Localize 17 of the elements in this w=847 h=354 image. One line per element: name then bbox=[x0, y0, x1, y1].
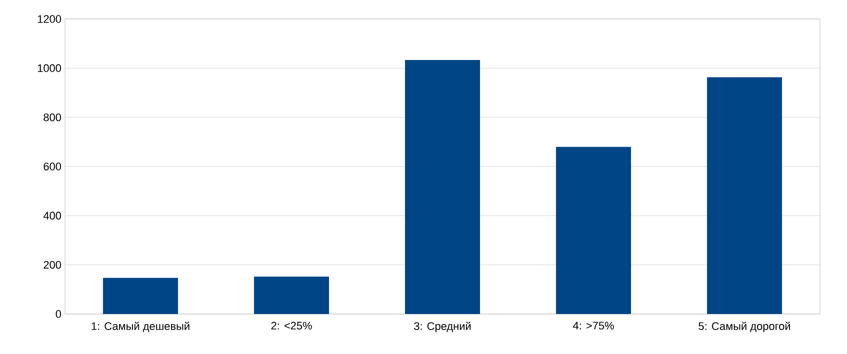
bar bbox=[405, 60, 480, 314]
bar bbox=[103, 278, 178, 314]
bar bbox=[254, 276, 330, 314]
x-tick-label: 2: <25% bbox=[271, 322, 312, 330]
y-tick-label: 600 bbox=[44, 162, 62, 170]
x-tick-label: 1: Самый дешевый bbox=[92, 322, 190, 332]
x-tick-label: 3: Средний bbox=[414, 322, 471, 332]
bar bbox=[707, 77, 782, 314]
y-tick-label: 1000 bbox=[38, 64, 62, 72]
y-tick-label: 800 bbox=[44, 113, 62, 122]
bar bbox=[556, 146, 632, 314]
y-tick-label: 400 bbox=[43, 212, 62, 220]
y-tick-label: 0 bbox=[56, 310, 62, 318]
y-tick-label: 1200 bbox=[38, 15, 62, 23]
x-tick-label: 4: >75% bbox=[572, 322, 614, 330]
x-tick-label: 5: Самый дорогой bbox=[698, 322, 790, 332]
y-tick-label: 200 bbox=[44, 260, 62, 269]
